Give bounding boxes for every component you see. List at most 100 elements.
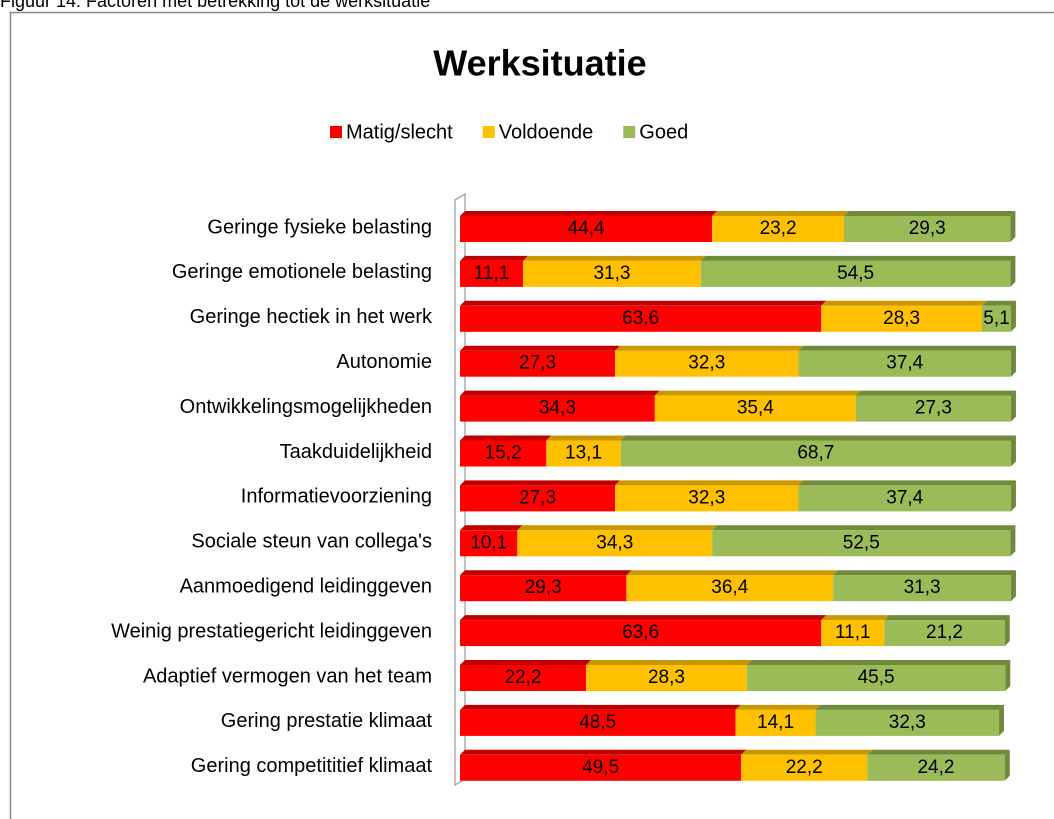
bar-top <box>821 615 890 621</box>
bar-top <box>620 435 1016 441</box>
bar-top <box>626 570 839 576</box>
value-label: 45,5 <box>858 667 895 688</box>
value-label: 63,6 <box>622 622 659 643</box>
value-label: 27,3 <box>915 398 952 419</box>
value-label: 32,3 <box>889 712 926 733</box>
value-label: 29,3 <box>525 577 562 598</box>
bar <box>626 575 834 602</box>
category-label: Geringe hectiek in het werk <box>190 306 433 328</box>
bar <box>700 260 1011 287</box>
bar-side <box>1005 660 1011 691</box>
chart-frame <box>9 11 1054 819</box>
caption: Figuur 14: Factoren met betrekking tot d… <box>0 0 430 11</box>
bar <box>798 350 1011 377</box>
bar-side <box>1010 525 1016 557</box>
bar <box>620 440 1011 467</box>
chart-title: Werksituatie <box>433 43 646 84</box>
value-label: 54,5 <box>837 263 874 284</box>
value-label: 28,3 <box>883 308 920 329</box>
legend-label: Voldoende <box>499 121 594 143</box>
bar <box>855 395 1011 422</box>
bar-top <box>460 480 621 486</box>
bar <box>833 575 1011 602</box>
bar <box>821 305 982 332</box>
bar-top <box>460 435 552 441</box>
bar-side <box>1010 300 1016 332</box>
category-label: Weinig prestatiegericht leidinggeven <box>111 620 432 642</box>
legend-swatch <box>482 126 495 138</box>
category-label: Informatievoorziening <box>241 486 432 508</box>
bar-top <box>460 615 827 621</box>
value-label: 44,4 <box>568 218 605 239</box>
bar-side <box>1010 390 1016 422</box>
category-label: Adaptief vermogen van het team <box>143 665 432 687</box>
bar-side <box>1010 570 1016 602</box>
legend-label: Goed <box>639 121 688 143</box>
value-label: 14,1 <box>757 712 794 733</box>
value-label: 27,3 <box>519 353 556 374</box>
legend-label: Matig/slecht <box>346 121 453 143</box>
bar <box>746 665 1006 691</box>
value-label: 34,3 <box>596 532 633 553</box>
value-label: 49,5 <box>582 757 619 778</box>
bar-top <box>654 390 861 396</box>
bar-top <box>741 749 873 755</box>
value-label: 15,2 <box>485 443 522 464</box>
bar <box>615 350 799 377</box>
bar <box>523 260 701 287</box>
bar-top <box>735 704 821 710</box>
value-label: 63,6 <box>622 308 659 329</box>
bar <box>654 395 856 422</box>
legend-swatch <box>623 126 636 138</box>
bar <box>712 530 1011 557</box>
category-label: Gering prestatie klimaat <box>221 710 433 732</box>
value-label: 24,2 <box>917 757 954 778</box>
category-label: Autonomie <box>336 351 432 373</box>
bar <box>460 260 524 287</box>
bar-top <box>546 435 626 441</box>
legend-swatch <box>330 126 342 138</box>
bar <box>884 620 1005 647</box>
bar-top <box>460 255 529 261</box>
bar-side <box>1010 255 1016 287</box>
value-label: 37,4 <box>886 353 923 374</box>
value-label: 5,1 <box>983 308 1009 329</box>
category-label: Aanmoedigend leidinggeven <box>180 575 432 597</box>
bar-top <box>855 390 1016 396</box>
value-label: 52,5 <box>843 532 880 553</box>
bar <box>460 754 742 781</box>
value-label: 21,2 <box>926 622 963 643</box>
bar-top <box>460 704 741 710</box>
bar-top <box>615 345 804 351</box>
bar-top <box>460 211 718 216</box>
bar <box>460 530 518 557</box>
bar-top <box>460 390 660 396</box>
value-label: 68,7 <box>797 443 834 464</box>
bar-top <box>712 525 1016 531</box>
bar-side <box>1010 345 1016 377</box>
bar-top <box>615 480 804 486</box>
bar <box>460 575 627 602</box>
bar <box>460 305 822 332</box>
value-label: 36,4 <box>711 577 748 598</box>
bar <box>517 530 713 557</box>
value-label: 23,2 <box>760 218 797 239</box>
bar-side <box>1010 480 1016 512</box>
bar-top <box>833 570 1016 576</box>
value-label: 34,3 <box>539 398 576 419</box>
value-label: 35,4 <box>737 398 774 419</box>
bar-top <box>746 660 1011 665</box>
value-label: 28,3 <box>648 667 685 688</box>
bar <box>815 709 1000 736</box>
bar <box>460 440 547 467</box>
category-label: Geringe fysieke belasting <box>207 216 432 238</box>
bar-side <box>1010 435 1016 467</box>
bar <box>460 709 736 736</box>
value-label: 11,1 <box>835 622 871 643</box>
category-label: Gering competititief klimaat <box>191 755 433 777</box>
bar <box>460 350 616 377</box>
value-label: 48,5 <box>579 712 616 733</box>
bar <box>741 754 868 781</box>
